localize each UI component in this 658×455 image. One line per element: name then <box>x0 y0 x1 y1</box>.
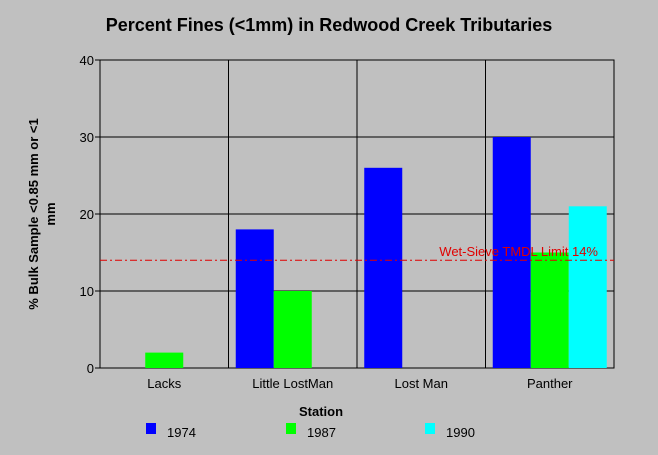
bar <box>273 291 312 368</box>
y-tick-label: 30 <box>80 130 94 145</box>
reference-line-group: Wet-Sieve TMDL Limit 14% <box>100 244 614 261</box>
bar <box>530 252 569 368</box>
y-tick-label: 40 <box>80 53 94 68</box>
x-axis-label: Station <box>299 404 343 419</box>
legend-label: 1987 <box>307 425 336 440</box>
bars <box>145 137 607 368</box>
y-axis-label-line1: % Bulk Sample <0.85 mm or <1 <box>26 118 41 309</box>
bar <box>235 229 274 368</box>
x-tick-label: Lacks <box>147 376 181 391</box>
x-tick-label: Lost Man <box>395 376 448 391</box>
bar <box>568 206 607 368</box>
y-tick-label: 10 <box>80 284 94 299</box>
y-tick-label: 20 <box>80 207 94 222</box>
x-tick-label: Little LostMan <box>252 376 333 391</box>
chart-title: Percent Fines (<1mm) in Redwood Creek Tr… <box>106 15 553 35</box>
y-tick-label: 0 <box>87 361 94 376</box>
legend-swatch <box>425 423 435 434</box>
bar <box>492 137 531 368</box>
legend: 1974 1987 1990 <box>146 423 475 440</box>
bar <box>145 352 184 368</box>
legend-swatch <box>146 423 156 434</box>
y-axis-label-line2: mm <box>43 202 58 225</box>
legend-swatch <box>286 423 296 434</box>
legend-label: 1974 <box>167 425 196 440</box>
x-ticks: Lacks Little LostMan Lost Man Panther <box>147 376 573 391</box>
y-ticks: 0 10 20 30 40 <box>80 53 100 376</box>
x-tick-label: Panther <box>527 376 573 391</box>
bar <box>364 167 403 368</box>
reference-line-label: Wet-Sieve TMDL Limit 14% <box>439 244 598 259</box>
y-axis-label: % Bulk Sample <0.85 mm or <1 mm <box>26 118 58 309</box>
legend-label: 1990 <box>446 425 475 440</box>
